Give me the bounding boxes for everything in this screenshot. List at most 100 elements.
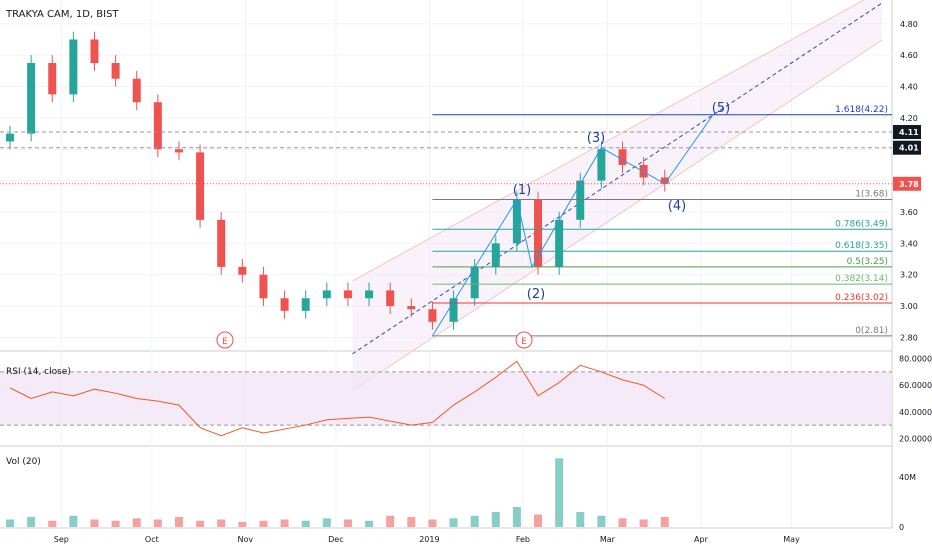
x-axis-tick-label: Nov — [238, 535, 254, 544]
volume-bar — [365, 520, 374, 527]
volume-axis-tick-label: 0 — [899, 523, 904, 532]
volume-bar — [534, 514, 543, 527]
price-badge — [893, 140, 921, 155]
candle-body — [386, 290, 395, 307]
volume-bar — [27, 517, 36, 527]
price-axis-tick-label: 2.80 — [900, 333, 918, 342]
candle-body — [280, 298, 289, 311]
x-axis-tick-label: Oct — [145, 535, 159, 544]
candle-body — [322, 290, 331, 299]
wave-label: (1) — [513, 183, 531, 198]
candle-body — [449, 298, 458, 322]
fib-level-label: 0.618(3.35) — [835, 241, 888, 251]
volume-bar — [660, 517, 669, 527]
candle-body — [301, 298, 310, 311]
channel-upper-line — [352, 0, 865, 282]
volume-bar — [386, 515, 395, 527]
volume-bar — [280, 519, 289, 527]
candle-body — [555, 219, 564, 267]
candle-body — [618, 149, 627, 165]
x-axis-tick-label: Sep — [54, 535, 69, 544]
x-axis-tick-label: Mar — [600, 535, 616, 544]
rsi-line — [9, 360, 666, 437]
volume-bar — [618, 518, 627, 527]
event-marker-icon[interactable] — [216, 331, 234, 349]
candle-body — [534, 199, 543, 267]
volume-axis-tick-label: 40M — [899, 473, 916, 482]
volume-bar — [238, 522, 247, 527]
candle-body — [238, 266, 247, 275]
overlay-bands — [0, 0, 892, 426]
candle-body — [6, 133, 14, 142]
volume-bar — [597, 515, 606, 527]
x-axis-tick-label: 2019 — [419, 535, 439, 544]
volume-bar — [555, 458, 564, 527]
candle-body — [576, 180, 585, 220]
channel-lower-line — [352, 39, 883, 392]
candle-body — [365, 290, 374, 299]
volume-bar — [449, 518, 458, 527]
x-axis-tick-label: Apr — [694, 535, 709, 544]
volume-bar — [259, 520, 268, 527]
candle-body — [491, 243, 500, 267]
wave-label: (5) — [712, 101, 730, 116]
price-axis-tick-label: 4.80 — [900, 20, 918, 29]
wave-label: (3) — [587, 131, 605, 146]
fib-level-label: 0.382(3.14) — [835, 274, 888, 284]
candle-body — [90, 39, 99, 64]
overlays: 1.618(4.22) 1(3.68) 0.786(3.49) 0.618(3.35)… — [0, 105, 892, 337]
volume-bar — [639, 519, 648, 527]
volume-bar — [111, 520, 120, 527]
x-axis-tick-label: Dec — [328, 535, 343, 544]
volume-bar — [491, 512, 500, 527]
price-axis-tick-label: 4.60 — [900, 51, 918, 60]
volume-bar — [217, 519, 226, 527]
rsi-axis-tick-label: 80.0000 — [899, 355, 932, 364]
price-badge-label: 4.01 — [899, 144, 919, 153]
event-marker-icon[interactable] — [515, 331, 533, 349]
price-axis-tick-label: 3.20 — [900, 271, 918, 280]
rsi-axis-tick-label: 60.0000 — [899, 381, 932, 390]
volume-pane — [6, 458, 669, 527]
rsi-band — [0, 371, 892, 426]
x-axis-tick-label: Feb — [516, 535, 530, 544]
volume-bar — [69, 515, 78, 527]
volume-bar — [48, 520, 57, 527]
candle-body — [259, 274, 268, 299]
candle-body — [27, 63, 36, 134]
volume-bar — [132, 518, 141, 527]
fib-level-label: 1.618(4.22) — [835, 105, 888, 115]
volume-bar — [470, 515, 479, 527]
rsi-axis-tick-label: 40.0000 — [899, 408, 932, 417]
event-marker-label: E — [521, 337, 527, 347]
candles — [6, 31, 669, 330]
volume-bar — [153, 519, 162, 527]
candle-body — [470, 266, 479, 299]
wave-label: (4) — [668, 199, 686, 214]
fib-level-label: 0(2.81) — [855, 326, 888, 336]
candle-body — [111, 63, 120, 79]
wave-label: (2) — [527, 287, 545, 302]
candle-body — [428, 309, 437, 322]
price-badge — [893, 125, 921, 140]
price-axis-tick-label: 4.20 — [900, 114, 918, 123]
candle-body — [132, 78, 141, 103]
fib-level-label: 1(3.68) — [855, 189, 888, 199]
candle-body — [597, 149, 606, 181]
chart-title: TRAKYA CAM, 1D, BIST — [5, 9, 119, 20]
channel-median-line — [352, 2, 883, 355]
fib-level-label: 0.5(3.25) — [847, 257, 888, 267]
candle-body — [217, 219, 226, 267]
candle-body — [660, 177, 669, 184]
volume-bar — [576, 512, 585, 527]
rsi-title: RSI (14, close) — [6, 367, 71, 377]
volume-title: Vol (20) — [6, 457, 41, 467]
elliott-wave-line — [431, 114, 714, 337]
price-badge-label: 4.11 — [899, 128, 919, 137]
fib-level-label: 0.786(3.49) — [835, 219, 888, 229]
candle-body — [196, 152, 205, 220]
price-axis-tick-label: 3.40 — [900, 239, 918, 248]
candle-body — [343, 290, 352, 299]
